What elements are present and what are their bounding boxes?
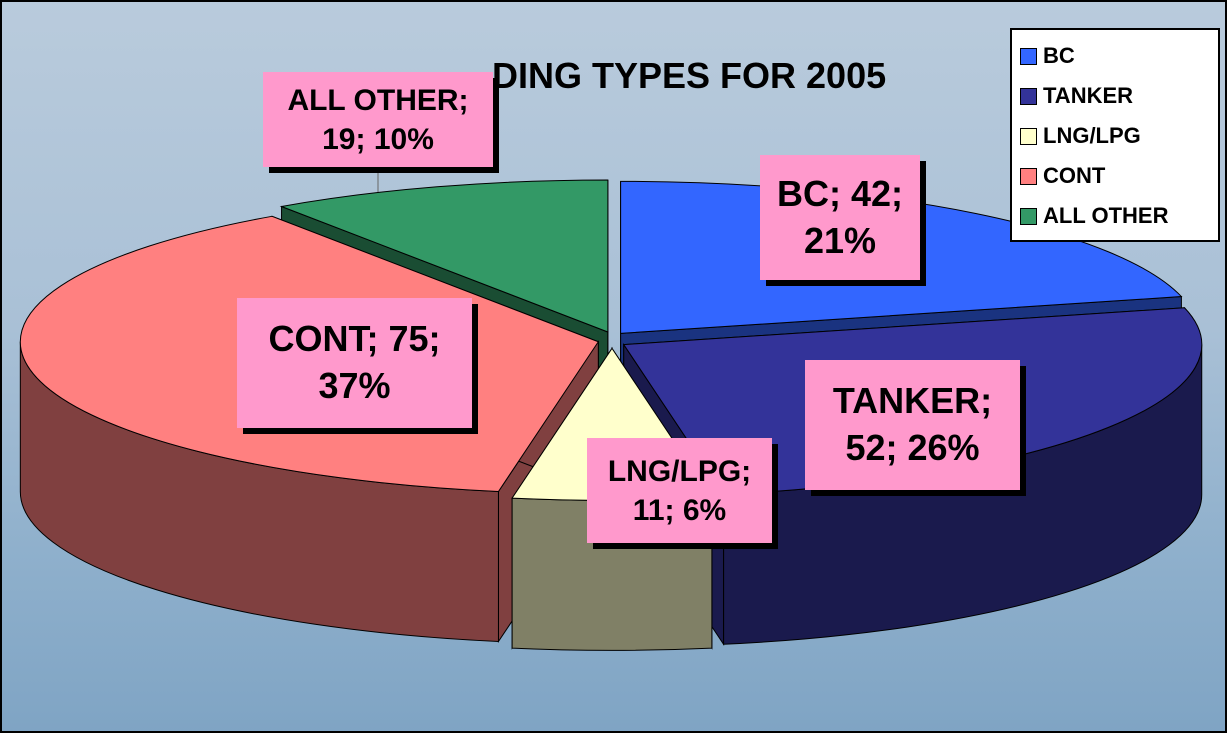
legend-entry: LNG/LPG: [1020, 116, 1210, 156]
data-label: LNG/LPG; 11; 6%: [587, 438, 772, 543]
legend-label: TANKER: [1043, 83, 1134, 108]
legend-swatch: [1020, 47, 1037, 65]
data-label: BC; 42; 21%: [760, 155, 920, 280]
legend-swatch: [1020, 167, 1037, 185]
data-label: ALL OTHER; 19; 10%: [263, 72, 493, 167]
chart-title: DING TYPES FOR 2005: [492, 55, 887, 96]
data-label: CONT; 75; 37%: [237, 298, 472, 428]
legend-entry: BC: [1020, 36, 1210, 76]
legend-label: BC: [1043, 43, 1075, 68]
legend: BC TANKER LNG/LPG CONT ALL OTHER: [1010, 28, 1220, 242]
legend-entry: ALL OTHER: [1020, 196, 1210, 236]
legend-label: CONT: [1043, 163, 1106, 188]
legend-label: LNG/LPG: [1043, 123, 1141, 148]
legend-swatch: [1020, 87, 1037, 105]
slice: [279, 179, 609, 333]
legend-label: ALL OTHER: [1043, 203, 1169, 228]
legend-entry: TANKER: [1020, 76, 1210, 116]
data-label: TANKER; 52; 26%: [805, 360, 1020, 490]
legend-swatch: [1020, 127, 1037, 145]
legend-swatch: [1020, 207, 1037, 225]
legend-entry: CONT: [1020, 156, 1210, 196]
